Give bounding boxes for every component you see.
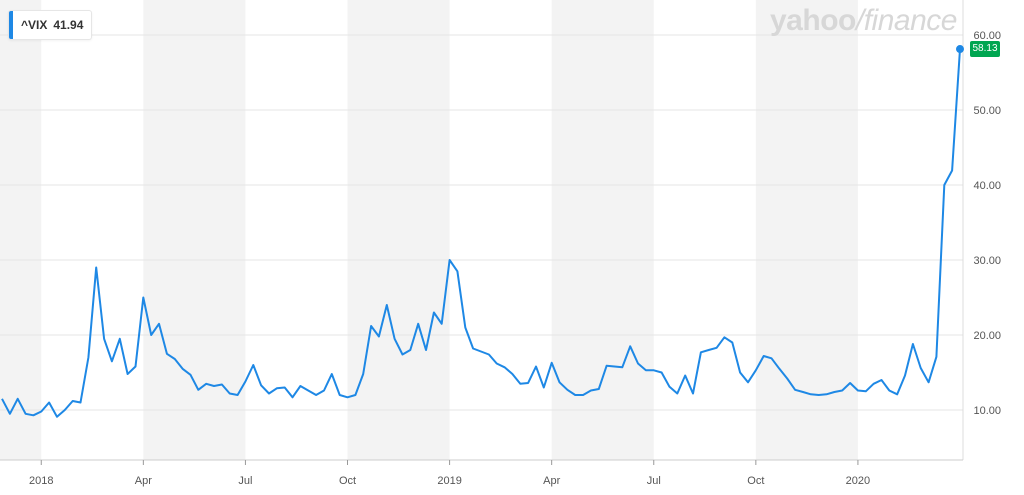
quarter-band <box>755 0 858 460</box>
brand-name: yahoo <box>770 4 856 37</box>
x-tick-label: Oct <box>339 475 356 487</box>
yahoo-finance-logo: yahoo/finance <box>770 4 957 38</box>
last-point-marker <box>956 45 964 54</box>
brand-slash: / <box>855 4 864 37</box>
x-tick-label: 2018 <box>29 475 53 487</box>
y-axis: 10.00 20.00 30.00 40.00 50.00 60.00 <box>0 0 1001 461</box>
y-tick-label: 30.00 <box>973 255 1001 267</box>
vix-series-line <box>1 48 961 418</box>
x-axis: 2018 Apr Jul Oct 2019 Apr Jul Oct 2020 <box>29 460 870 487</box>
series-legend[interactable]: ^VIX 41.94 <box>8 10 93 40</box>
y-tick-label: 40.00 <box>973 180 1001 192</box>
last-value-badge: 58.13 <box>970 41 1000 57</box>
grid-lines <box>0 34 963 411</box>
y-tick-label: 10.00 <box>973 405 1001 417</box>
quarter-band <box>0 0 42 460</box>
x-tick-label: 2019 <box>437 475 461 487</box>
x-tick-label: Jul <box>238 475 252 487</box>
quarter-band <box>347 0 450 460</box>
x-tick-label: Jul <box>647 475 661 487</box>
x-tick-label: Apr <box>135 475 152 487</box>
y-tick-label: 20.00 <box>973 330 1001 342</box>
quarter-bands <box>0 0 858 460</box>
legend-value: 41.94 <box>53 18 84 32</box>
y-tick-label: 50.00 <box>973 105 1001 117</box>
brand-suffix: finance <box>863 4 958 37</box>
x-tick-label: Apr <box>543 475 560 487</box>
legend-color-swatch <box>9 11 13 39</box>
x-tick-label: 2020 <box>846 475 870 487</box>
legend-symbol: ^VIX <box>21 18 48 32</box>
y-tick-label: 60.00 <box>973 30 1001 42</box>
series-layer <box>1 45 964 418</box>
quarter-band <box>143 0 246 460</box>
quarter-band <box>551 0 654 460</box>
x-tick-label: Oct <box>747 475 764 487</box>
